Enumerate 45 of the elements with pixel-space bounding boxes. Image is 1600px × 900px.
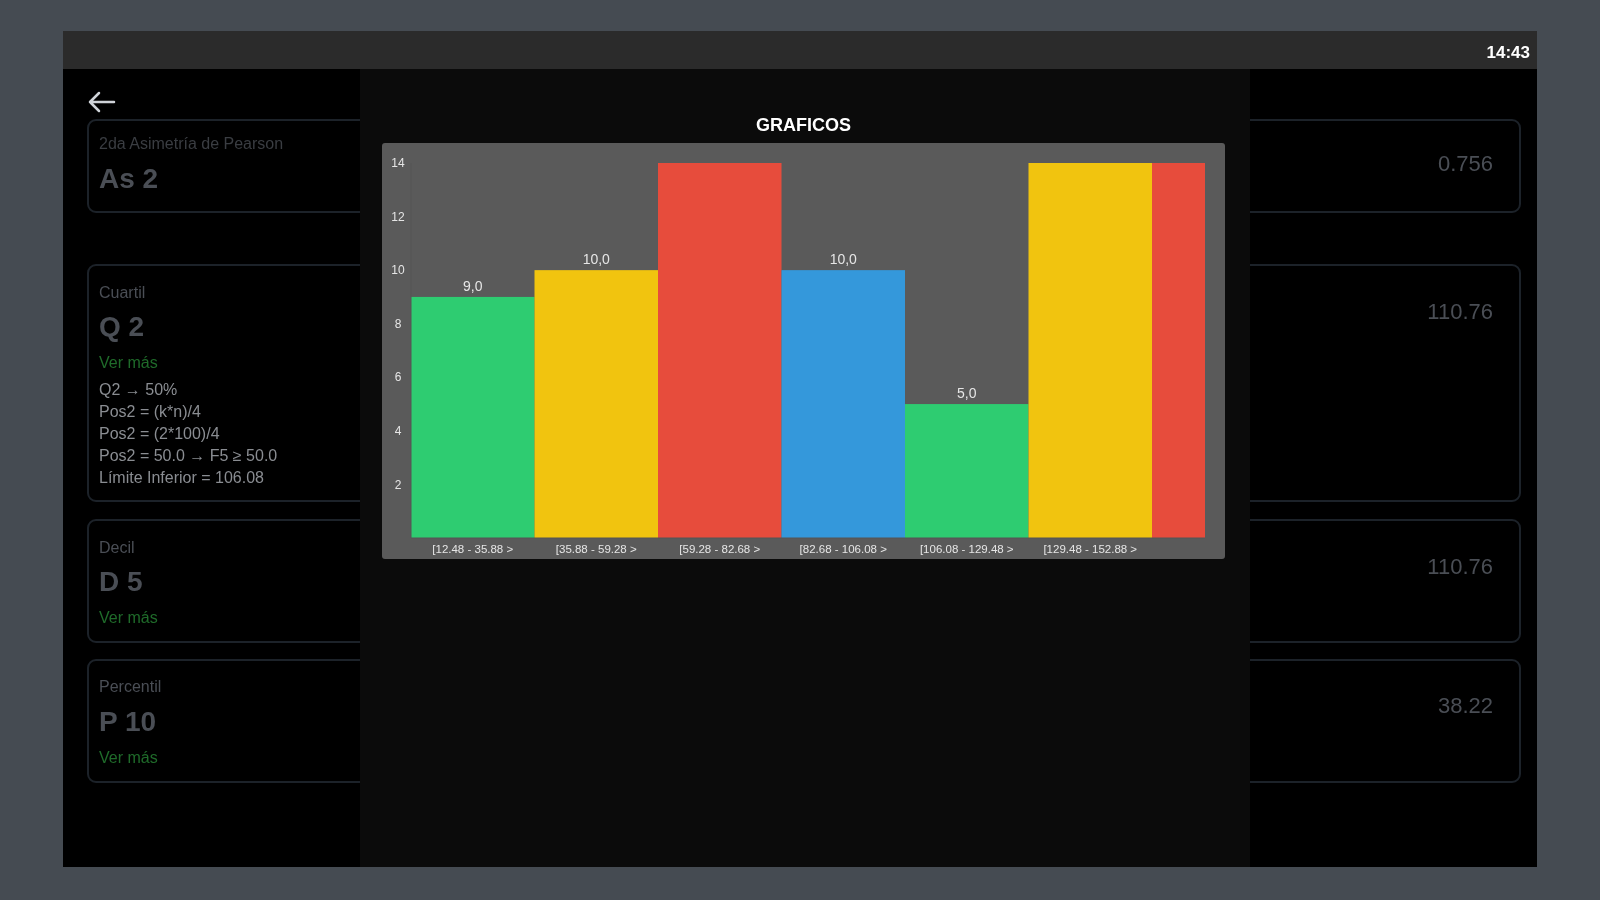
bar — [905, 404, 1029, 538]
text: Pos2 = 50.0 → F5 ≥ 50.0 — [99, 447, 278, 464]
data-label: 10,0 — [582, 251, 611, 268]
x-tick-label: [12.48 - 35.88 > — [432, 543, 514, 555]
text: 2da Asimetría de Pearson — [99, 135, 284, 152]
x-tick-label: [59.28 - 82.68 > — [679, 543, 761, 555]
text: As 2 — [99, 163, 159, 194]
text: 110.76 — [1427, 299, 1493, 324]
text: 0.756 — [1437, 151, 1493, 176]
text: D 5 — [99, 566, 143, 597]
text: P 10 — [99, 706, 157, 737]
chart-title: GRAFICOS — [755, 115, 852, 135]
bar — [658, 163, 782, 538]
y-tick-label: 4 — [394, 424, 402, 439]
data-label: 10,0 — [829, 251, 858, 268]
bar — [781, 270, 905, 538]
x-tick-label: [106.08 - 129.48 > — [919, 543, 1014, 555]
text: Cuartil — [99, 284, 146, 301]
text: 14:43 — [1486, 43, 1530, 62]
text: Decil — [99, 539, 135, 556]
text: 38.22 — [1437, 693, 1493, 718]
x-tick-label: [129.48 - 152.88 > — [1043, 543, 1138, 555]
text: Q 2 — [99, 311, 145, 342]
y-tick-label: 8 — [394, 316, 402, 331]
y-tick-label: 10 — [391, 263, 405, 278]
text: 110.76 — [1427, 554, 1493, 579]
text: Ver más — [99, 354, 158, 371]
text: Q2 → 50% — [99, 381, 178, 398]
y-tick-label: 14 — [391, 156, 405, 171]
text: Ver más — [99, 609, 158, 626]
text: Percentil — [99, 678, 162, 695]
text: Ver más — [99, 749, 158, 766]
bar — [1028, 163, 1152, 538]
x-tick-label: [82.68 - 106.08 > — [799, 543, 888, 555]
text: Límite Inferior = 106.08 — [99, 469, 265, 486]
y-tick-label: 2 — [394, 477, 402, 492]
x-tick-label: [35.88 - 59.28 > — [555, 543, 637, 555]
data-label: 5,0 — [957, 385, 977, 402]
y-tick-label: 6 — [394, 370, 402, 385]
text: Pos2 = (k*n)/4 — [99, 403, 201, 420]
y-tick-label: 12 — [391, 209, 405, 224]
bar — [534, 270, 658, 538]
text: Pos2 = (2*100)/4 — [99, 425, 220, 442]
bar — [411, 296, 535, 538]
data-label: 9,0 — [463, 277, 483, 294]
